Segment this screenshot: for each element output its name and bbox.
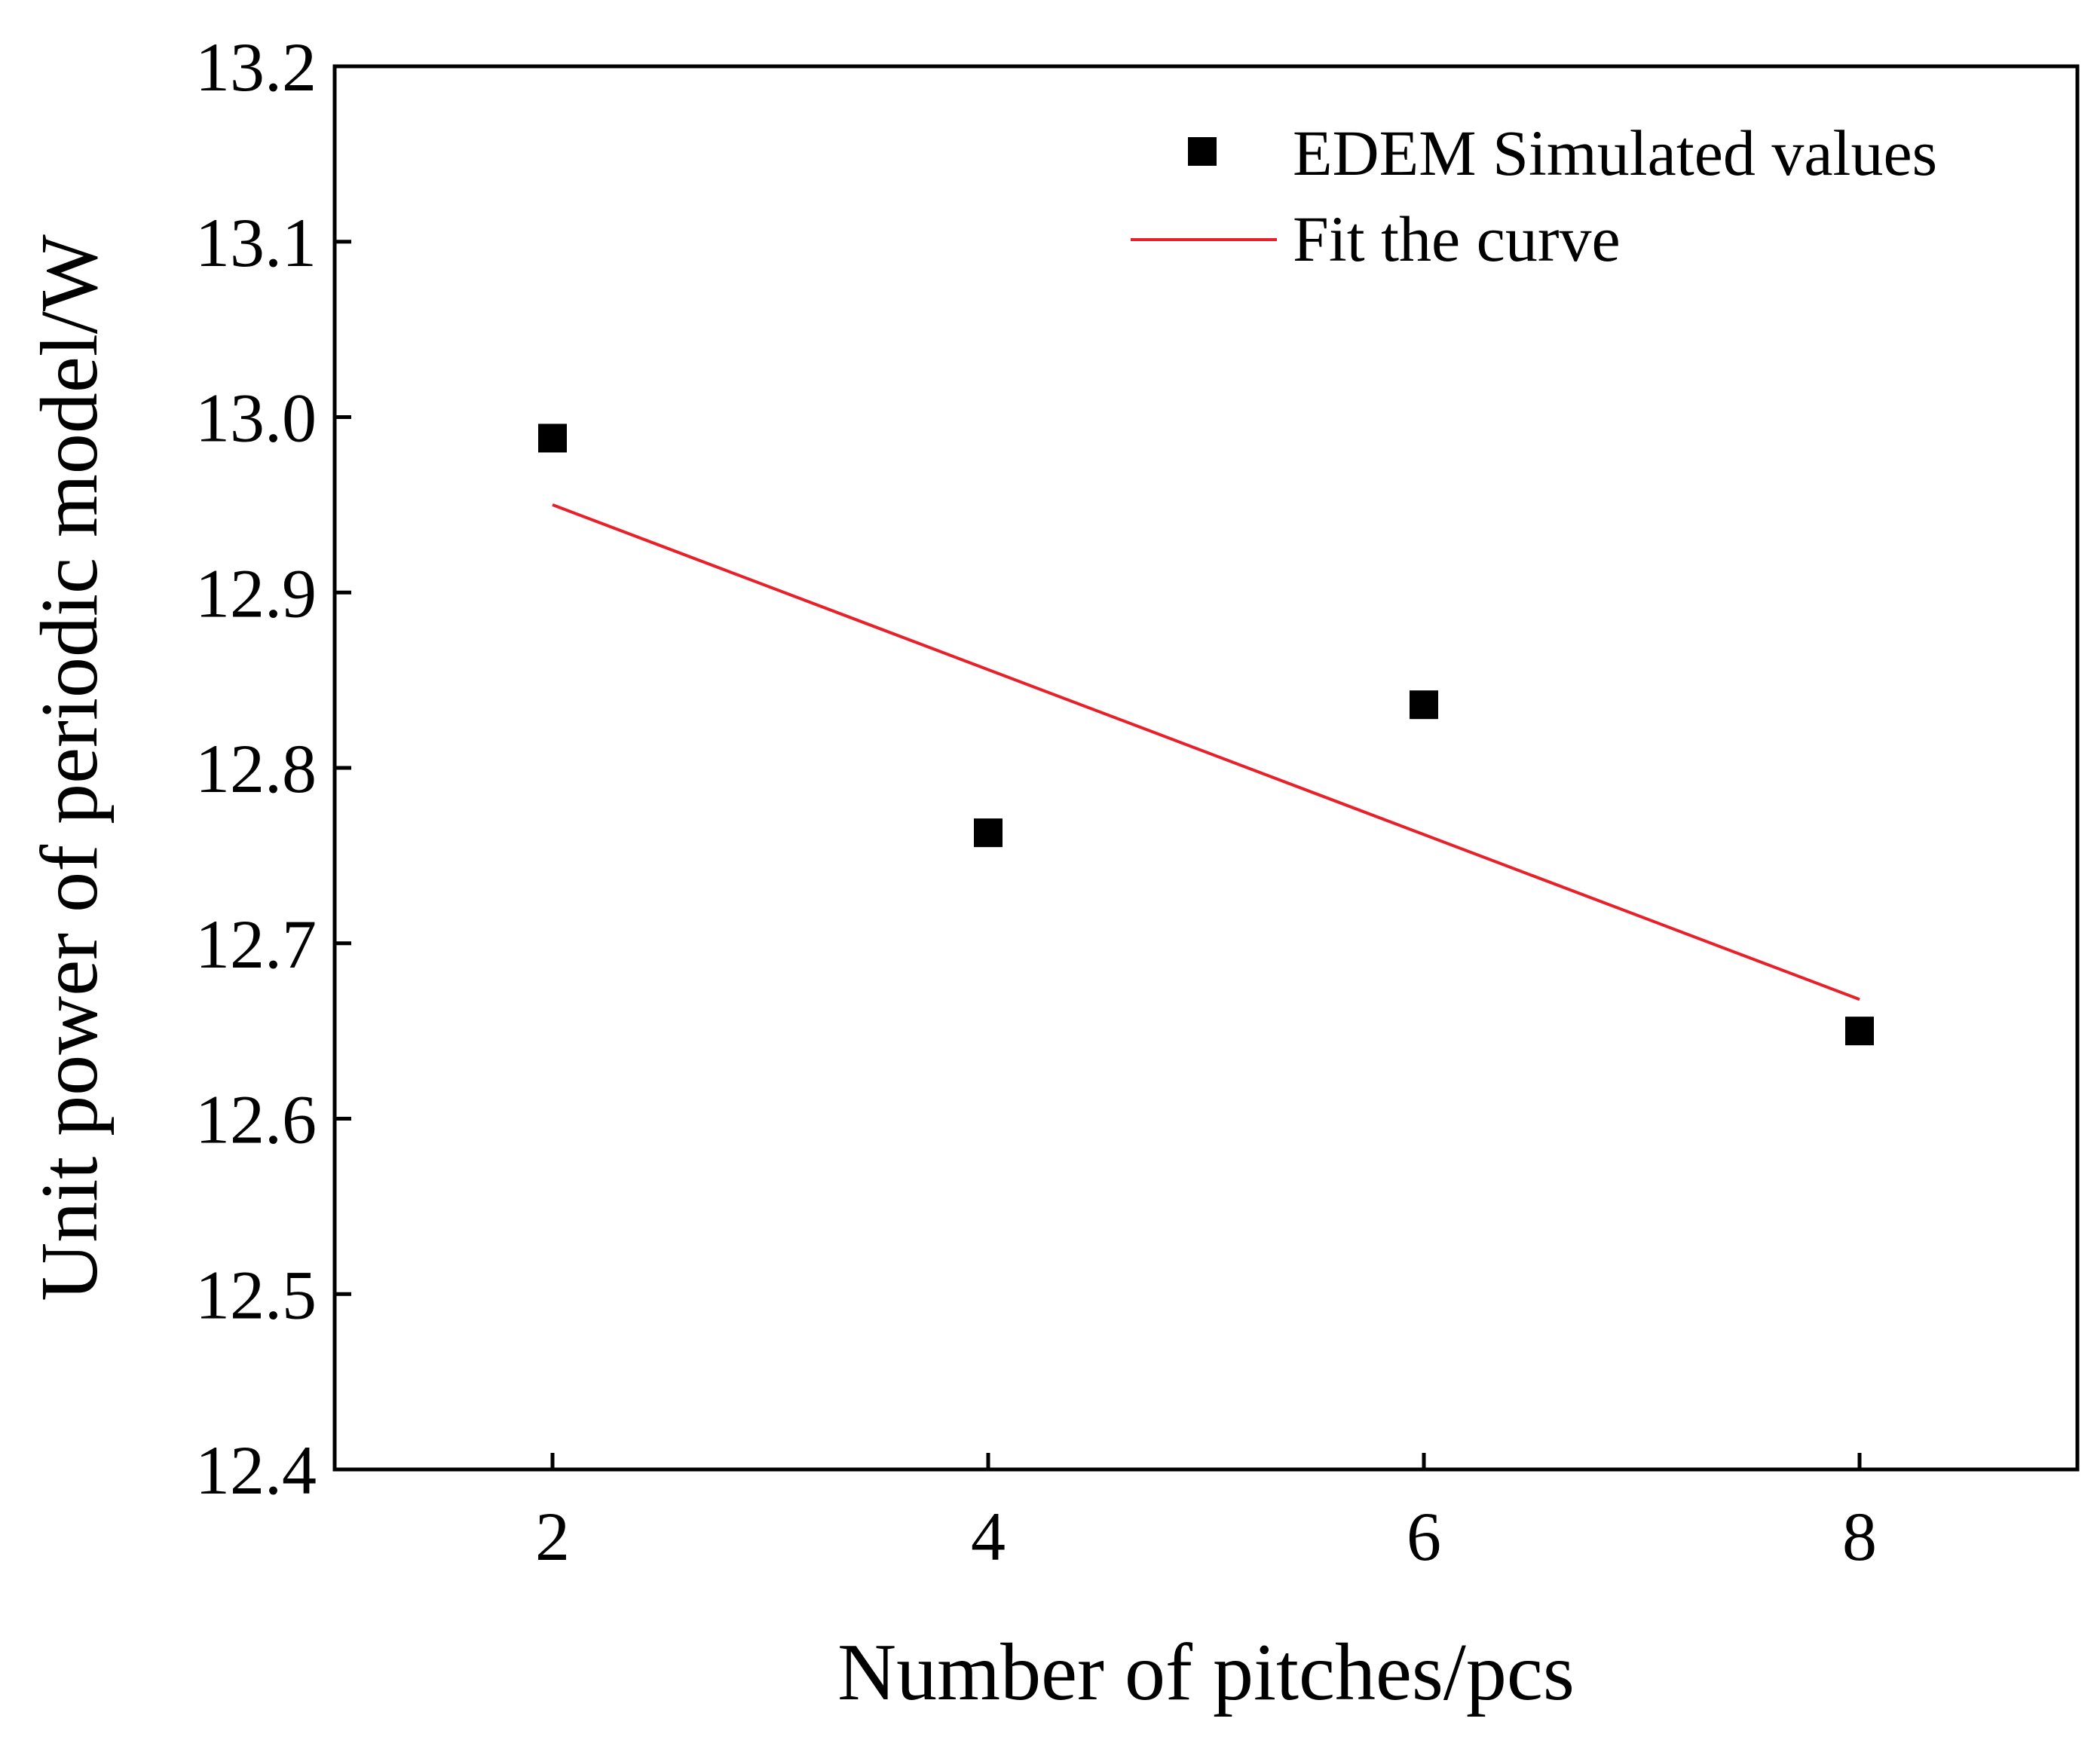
y-tick-label: 12.6 [195,1081,317,1158]
y-tick-label: 12.5 [195,1256,317,1333]
legend-label-scatter: EDEM Simulated values [1293,117,1937,189]
y-tick-label: 13.1 [195,204,317,281]
x-axis-title: Number of pitches/pcs [837,1628,1575,1717]
y-tick-label: 13.2 [195,29,317,105]
y-axis-title: Unit power of periodic model/W [25,234,115,1301]
y-tick-label: 13.0 [195,380,317,457]
data-point [974,818,1003,848]
x-tick-label: 2 [535,1498,570,1575]
series-layer [538,424,1874,1046]
legend-label-line: Fit the curve [1293,203,1621,275]
legend: EDEM Simulated values Fit the curve [1131,117,1937,275]
x-axis: 2 4 6 8 [535,1453,1877,1575]
fit-line [552,503,1860,1001]
y-tick-label: 12.4 [195,1432,317,1509]
y-tick-label: 12.9 [195,555,317,631]
y-tick-label: 12.7 [195,906,317,983]
x-tick-label: 8 [1842,1498,1877,1575]
data-point [1410,690,1438,720]
data-point [538,424,567,453]
data-point [1845,1017,1874,1046]
plot-frame [332,64,2080,1472]
y-axis: 12.4 12.5 12.6 12.7 12.8 12.9 13.0 13.1 13.2 [195,29,351,1509]
x-tick-label: 4 [971,1498,1006,1575]
y-tick-label: 12.8 [195,730,317,807]
x-tick-label: 6 [1407,1498,1441,1575]
legend-marker-scatter [1188,137,1217,166]
